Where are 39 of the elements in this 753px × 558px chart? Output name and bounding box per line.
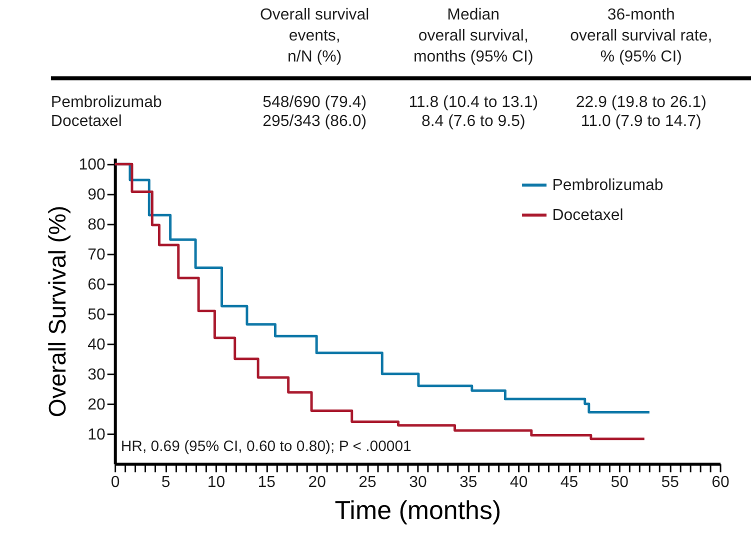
x-tick-label: 20 bbox=[308, 474, 326, 492]
x-tick-label: 0 bbox=[110, 474, 120, 492]
y-tick-label: 100 bbox=[78, 156, 106, 174]
y-tick-label: 90 bbox=[88, 186, 106, 204]
text: Pembrolizumab bbox=[50, 94, 162, 112]
x-tick-label: 55 bbox=[661, 474, 680, 492]
text: 36-month overall survival rate, % (95% CI) bbox=[570, 6, 712, 66]
y-tick-label: 30 bbox=[88, 366, 106, 384]
text: Median overall survival, months (95% CI) bbox=[413, 6, 534, 66]
x-tick-label: 25 bbox=[358, 474, 377, 492]
y-tick-label: 80 bbox=[88, 216, 106, 234]
y-tick-label: 60 bbox=[88, 276, 106, 294]
x-tick-label: 30 bbox=[409, 474, 427, 492]
x-tick-label: 10 bbox=[207, 474, 226, 492]
y-tick-label: 50 bbox=[88, 306, 106, 324]
x-tick-label: 15 bbox=[258, 474, 276, 492]
annotation: HR, 0.69 (95% CI, 0.60 to 0.80); P < .00001 bbox=[120, 438, 412, 455]
y-tick-label: 20 bbox=[88, 396, 106, 414]
text: Overall survival events, n/N (%) bbox=[260, 6, 370, 66]
text: 548/690 (79.4) bbox=[262, 94, 367, 112]
x-tick-label: 45 bbox=[560, 474, 578, 492]
legend-label: Docetaxel bbox=[552, 207, 624, 224]
text: 22.9 (19.8 to 26.1) bbox=[576, 94, 706, 112]
text: 8.4 (7.6 to 9.5) bbox=[421, 113, 526, 130]
y-tick-label: 40 bbox=[88, 336, 106, 354]
x-tick-label: 60 bbox=[712, 474, 730, 492]
y-tick-label: 10 bbox=[88, 426, 106, 444]
text: Docetaxel bbox=[50, 113, 122, 130]
legend-label: Pembrolizumab bbox=[552, 177, 664, 194]
x-tick-label: 35 bbox=[459, 474, 478, 492]
x-tick-label: 40 bbox=[510, 474, 528, 492]
y-axis-title: Overall Survival (%) bbox=[44, 206, 72, 418]
x-tick-label: 50 bbox=[610, 474, 629, 492]
text: 11.8 (10.4 to 13.1) bbox=[408, 94, 538, 112]
text: 11.0 (7.9 to 14.7) bbox=[580, 113, 702, 130]
x-tick-label: 5 bbox=[161, 474, 170, 492]
x-axis-title: Time (months) bbox=[334, 495, 502, 526]
y-tick-label: 70 bbox=[88, 246, 106, 264]
text: 295/343 (86.0) bbox=[262, 113, 367, 130]
